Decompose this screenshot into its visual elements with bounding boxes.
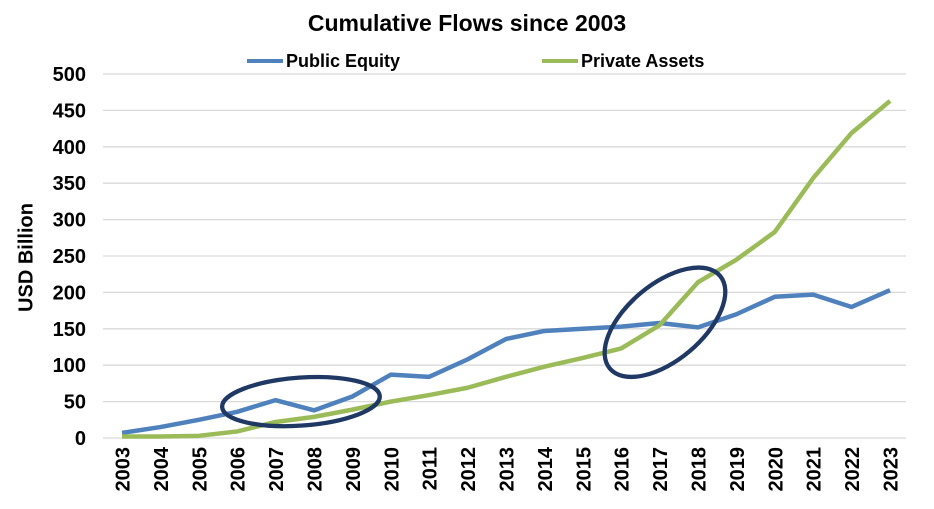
legend-label: Public Equity bbox=[286, 50, 401, 71]
x-tick-label: 2020 bbox=[765, 447, 787, 492]
y-tick-label: 100 bbox=[53, 355, 86, 377]
x-tick-label: 2010 bbox=[381, 447, 403, 492]
x-tick-label: 2014 bbox=[535, 446, 557, 491]
x-tick-label: 2003 bbox=[113, 447, 135, 492]
chart-title: Cumulative Flows since 2003 bbox=[307, 10, 627, 36]
x-tick-label: 2016 bbox=[612, 447, 634, 492]
x-tick-label: 2004 bbox=[151, 446, 173, 491]
x-tick-label: 2023 bbox=[881, 447, 903, 492]
legend-item-private-assets: Private Assets bbox=[542, 51, 704, 71]
y-tick-label: 200 bbox=[53, 282, 86, 304]
x-tick-label: 2022 bbox=[842, 447, 864, 492]
annotation-ellipse bbox=[219, 374, 382, 429]
x-tick-label: 2005 bbox=[189, 447, 211, 492]
y-tick-label: 0 bbox=[75, 428, 86, 450]
x-tick-label: 2013 bbox=[497, 447, 519, 492]
x-tick-label: 2006 bbox=[228, 447, 250, 492]
x-tick-label: 2008 bbox=[305, 447, 327, 492]
annotation-ellipse bbox=[602, 265, 728, 380]
y-tick-label: 400 bbox=[53, 137, 86, 159]
y-tick-label: 300 bbox=[53, 210, 86, 232]
y-tick-label: 50 bbox=[64, 392, 86, 414]
x-tick-label: 2011 bbox=[420, 447, 442, 490]
legend-item-public-equity: Public Equity bbox=[247, 51, 400, 71]
x-tick-label: 2018 bbox=[689, 447, 711, 492]
x-tick-label: 2012 bbox=[458, 447, 480, 492]
x-tick-label: 2015 bbox=[573, 447, 595, 492]
series-line-private-assets bbox=[122, 99, 892, 439]
series-line-public-equity bbox=[121, 288, 891, 436]
y-tick-label: 250 bbox=[53, 246, 86, 268]
x-tick-label: 2017 bbox=[650, 447, 672, 492]
x-tick-label: 2007 bbox=[266, 447, 288, 492]
y-tick-label: 150 bbox=[53, 319, 86, 341]
chart-legend: Public Equity Private Assets bbox=[0, 51, 934, 71]
x-tick-label: 2021 bbox=[804, 447, 826, 492]
y-tick-label: 350 bbox=[53, 173, 86, 195]
x-tick-label: 2019 bbox=[727, 447, 749, 492]
legend-line-swatch bbox=[542, 58, 578, 64]
legend-line-swatch bbox=[247, 58, 283, 64]
y-tick-label: 500 bbox=[53, 64, 86, 86]
x-tick-label: 2009 bbox=[343, 447, 365, 492]
y-tick-label: 450 bbox=[53, 100, 86, 122]
legend-label: Private Assets bbox=[581, 50, 705, 71]
